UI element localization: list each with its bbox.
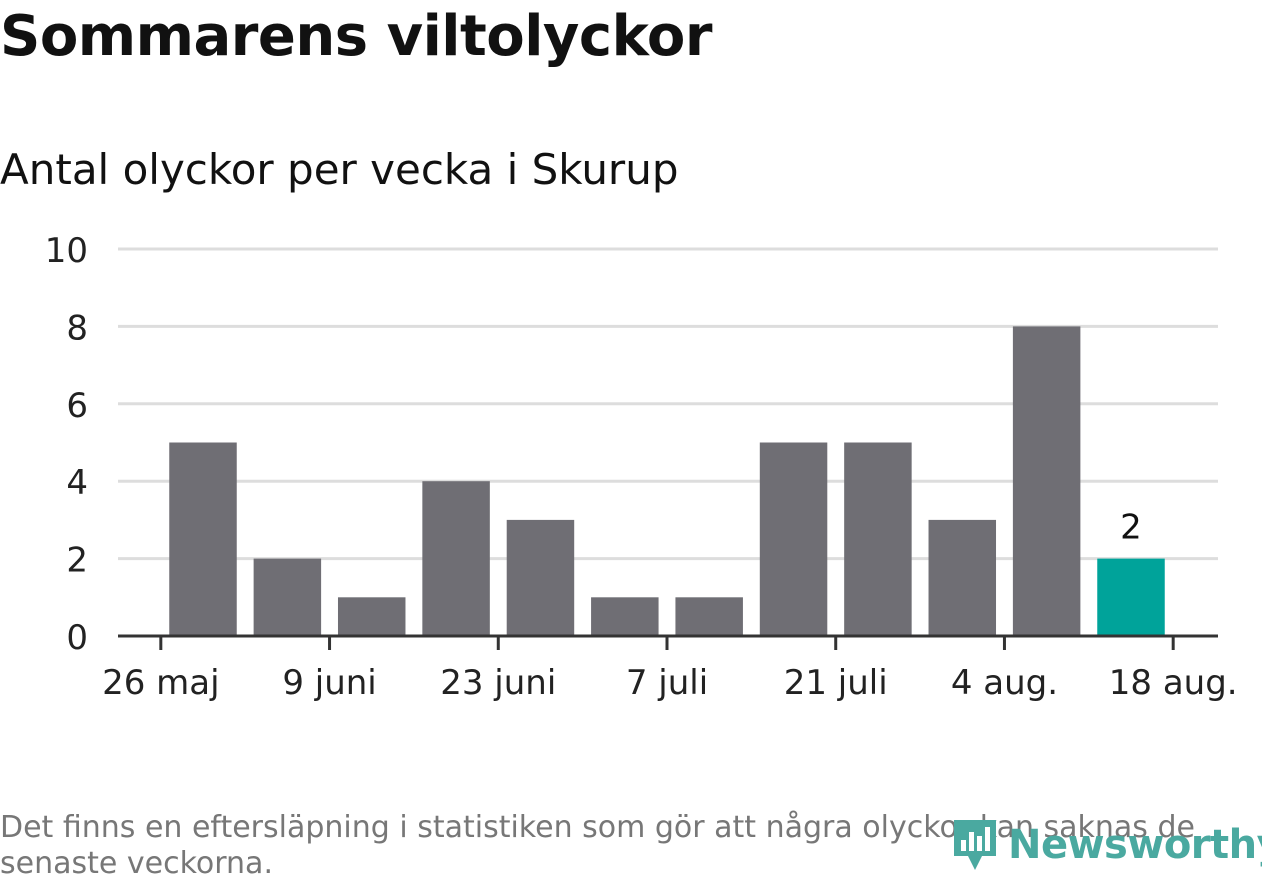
- x-tick-label: 9 juni: [282, 663, 376, 703]
- data-labels: 2: [1120, 508, 1142, 548]
- data-label: 2: [1120, 508, 1142, 548]
- bar-30-juni: [506, 519, 575, 636]
- bar-23-juni: [422, 481, 490, 636]
- bars: [169, 326, 1165, 636]
- bar-7-juli: [591, 597, 659, 636]
- x-tick-label: 26 maj: [102, 663, 219, 703]
- bar-11-aug-: [1012, 326, 1081, 636]
- bar-2-juni: [169, 442, 237, 636]
- bar-16-juni: [337, 597, 406, 636]
- bar-28-juli: [844, 442, 912, 636]
- bar-chart-pin-icon: [954, 820, 996, 870]
- x-tick-label: 18 aug.: [1109, 663, 1238, 703]
- y-tick-label: 10: [45, 231, 88, 271]
- y-tick-label: 2: [66, 541, 88, 581]
- bar-14-juli: [675, 597, 743, 636]
- bar-21-juli: [759, 442, 828, 636]
- y-tick-label: 4: [66, 463, 88, 503]
- bar-18-aug-: [1097, 558, 1165, 636]
- x-tick-label: 4 aug.: [951, 663, 1058, 703]
- x-tick-label: 23 juni: [440, 663, 556, 703]
- chart-subtitle: Antal olyckor per vecka i Skurup: [0, 145, 679, 194]
- newsworthy-logo: Newsworthy: [950, 816, 1262, 874]
- bar-9-juni: [253, 558, 322, 636]
- bar-4-aug-: [928, 519, 997, 636]
- x-tick-label: 21 juli: [784, 663, 888, 703]
- y-tick-label: 6: [66, 386, 88, 426]
- y-tick-label: 8: [66, 308, 88, 348]
- chart-title: Sommarens viltolyckor: [0, 4, 712, 69]
- x-axis: 26 maj 9 juni 23 juni 7 juli 21 juli 4 aug. 18…: [102, 634, 1238, 703]
- brand-name: Newsworthy: [1008, 822, 1262, 868]
- bar-chart: 0 2 4 6 8 10 26 maj 9 juni 23 juni 7 juli 21 juli…: [45, 231, 1238, 703]
- x-tick-label: 7 juli: [626, 663, 708, 703]
- y-axis-ticks: 0 2 4 6 8 10: [45, 231, 88, 658]
- y-tick-label: 0: [66, 618, 88, 658]
